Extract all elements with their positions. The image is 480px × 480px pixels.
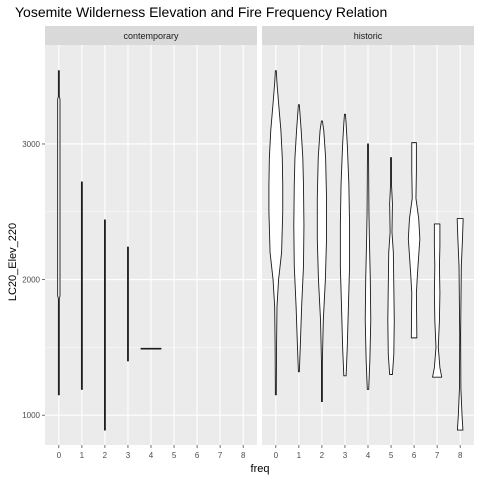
- x-tick-label: 7: [218, 451, 223, 460]
- strip-label-historic: historic: [354, 31, 383, 41]
- x-axis-title: freq: [251, 463, 270, 475]
- violin-freq-8: [456, 218, 464, 431]
- facet-historic: historic 0 1 2 3 4 5 6 7 8: [262, 26, 474, 460]
- chart-title: Yosemite Wilderness Elevation and Fire F…: [15, 4, 387, 20]
- violin-freq-0: [57, 70, 61, 396]
- x-tick-label: 8: [241, 451, 246, 460]
- y-tick-label: 2000: [22, 276, 40, 285]
- violin-freq-2: [104, 219, 106, 431]
- strip-historic: [262, 26, 474, 45]
- violin-freq-7: [432, 223, 443, 378]
- x-tick-label: 6: [412, 451, 417, 460]
- violin-freq-4: [364, 143, 372, 390]
- x-tick-label: 5: [389, 451, 394, 460]
- x-tick-label: 4: [149, 451, 154, 460]
- y-axis: 1000 2000 3000: [22, 140, 45, 420]
- x-tick-label: 1: [80, 451, 85, 460]
- violin-freq-2: [316, 120, 327, 403]
- x-tick-label: 8: [458, 451, 463, 460]
- violins-contemporary: [57, 70, 162, 431]
- x-tick-label: 3: [126, 451, 131, 460]
- x-tick-label: 2: [103, 451, 108, 460]
- x-tick-label: 5: [172, 451, 177, 460]
- violin-freq-1: [80, 181, 83, 390]
- violin-freq-6: [407, 142, 421, 339]
- facet-contemporary: contemporary 0 1 2 3 4 5 6 7 8: [45, 26, 257, 460]
- x-tick-label: 0: [274, 451, 279, 460]
- violin-freq-3: [339, 113, 351, 377]
- y-axis-title: LC20_Elev_220: [7, 223, 19, 301]
- x-tick-label: 2: [320, 451, 325, 460]
- x-tick-label: 7: [435, 451, 440, 460]
- y-tick-label: 1000: [22, 411, 40, 420]
- y-tick-label: 3000: [22, 140, 40, 149]
- violin-freq-3: [127, 246, 129, 362]
- x-axis-contemporary: 0 1 2 3 4 5 6 7 8: [57, 445, 246, 460]
- violin-freq-1: [293, 104, 305, 373]
- violin-freq-5: [387, 157, 395, 375]
- violin-freq-0: [268, 70, 284, 396]
- x-tick-label: 4: [366, 451, 371, 460]
- x-tick-label: 1: [297, 451, 302, 460]
- violins-historic: [268, 70, 464, 431]
- x-axis-historic: 0 1 2 3 4 5 6 7 8: [274, 445, 463, 460]
- x-tick-label: 3: [343, 451, 348, 460]
- strip-label-contemporary: contemporary: [123, 31, 179, 41]
- x-tick-label: 6: [195, 451, 200, 460]
- x-tick-label: 0: [57, 451, 62, 460]
- strip-contemporary: [45, 26, 257, 45]
